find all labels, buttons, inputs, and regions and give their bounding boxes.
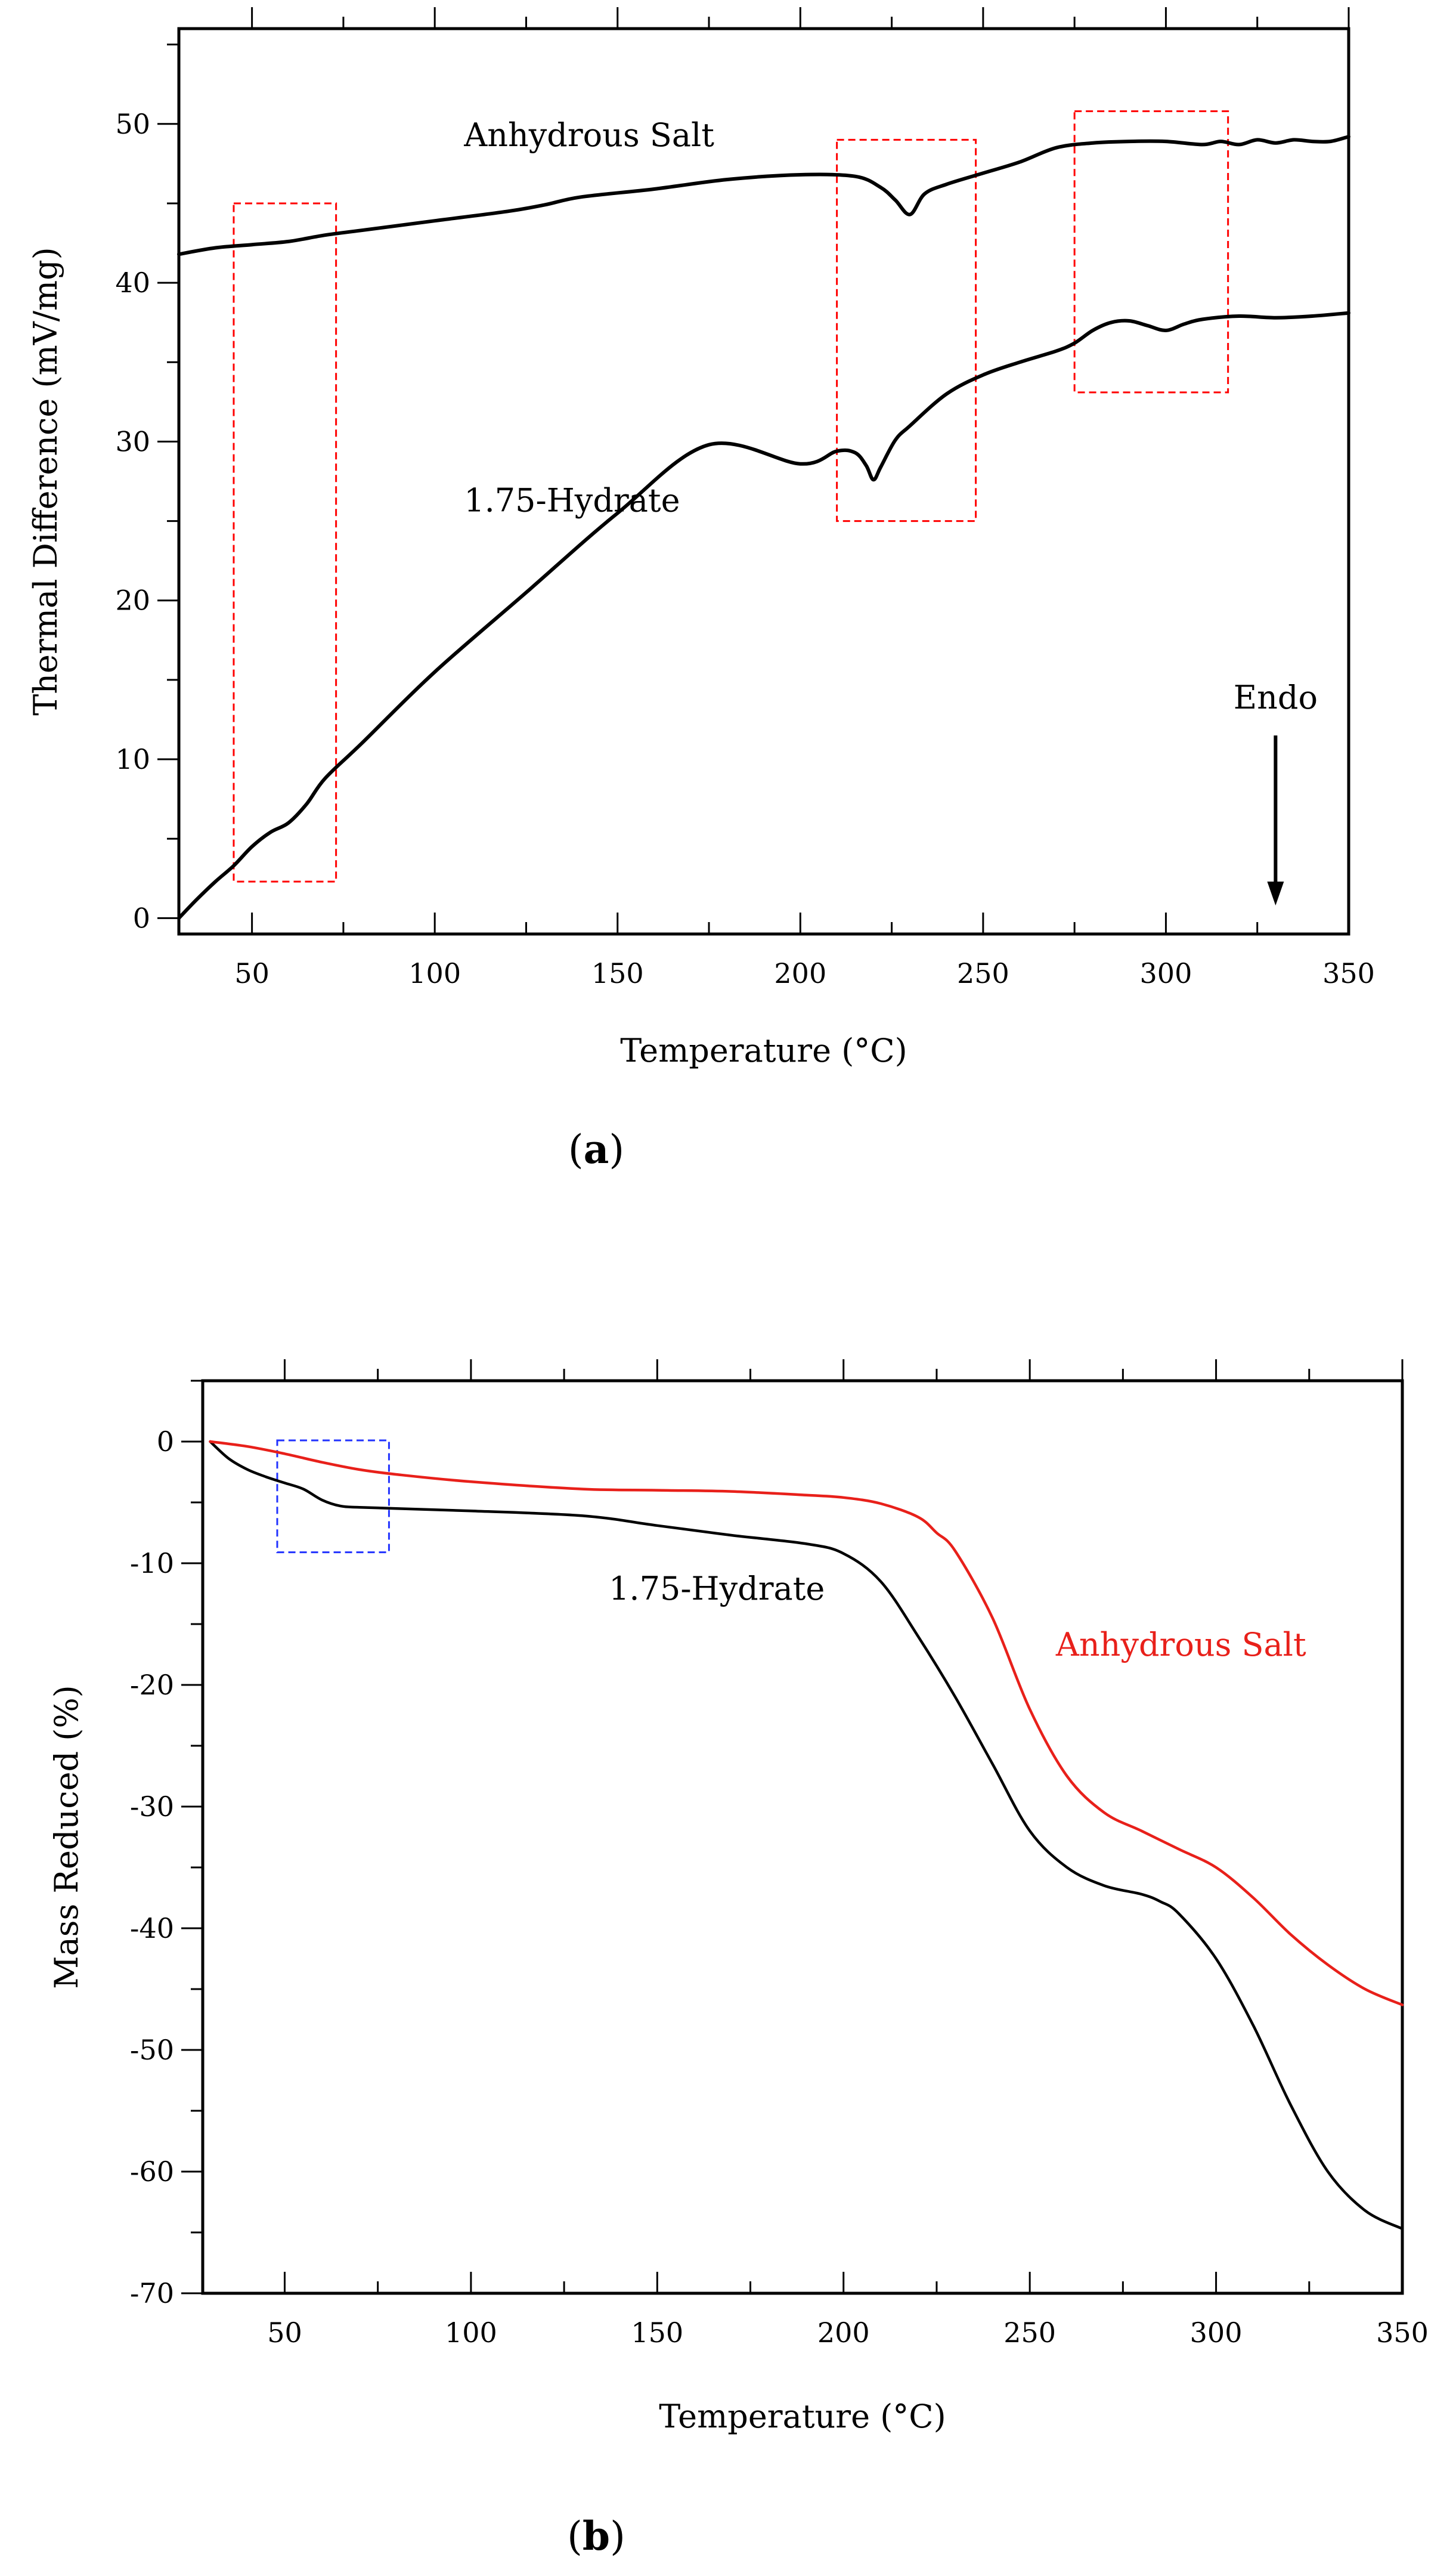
y-axis-label-b: Mass Reduced (%) <box>48 1685 85 1988</box>
y-tick-label: -40 <box>130 1912 174 1944</box>
highlight-box <box>836 138 977 522</box>
series-b <box>209 1440 1404 2231</box>
series-line-anhydrous-salt-a <box>177 135 1350 256</box>
endo-arrow-head-icon <box>1267 882 1284 906</box>
x-tick-label: 100 <box>408 957 461 989</box>
y-tick-label: 50 <box>115 108 150 140</box>
series-line-anhydrous-salt-b <box>209 1440 1404 2006</box>
y-tick-label: -10 <box>130 1547 174 1579</box>
y-tick-label: 0 <box>133 902 150 934</box>
x-axis-label-a: Temperature (°C) <box>620 1032 907 1069</box>
x-tick-label: 100 <box>445 2317 497 2349</box>
x-tick-label: 250 <box>1003 2317 1056 2349</box>
x-tick-label: 200 <box>774 957 826 989</box>
x-tick-label: 300 <box>1140 957 1192 989</box>
x-tick-label: 50 <box>234 957 269 989</box>
y-tick-label: 40 <box>115 267 150 299</box>
series-a <box>177 135 1350 920</box>
y-axis-label-a: Thermal Difference (mV/mg) <box>27 247 64 716</box>
plot-frame-a <box>177 27 1350 936</box>
annotation-1-75-hydrate-b: 1.75-Hydrate <box>609 1570 825 1607</box>
annotations-b: 1.75-Hydrate Anhydrous Salt <box>609 1570 1306 1663</box>
series-line-1-75-hydrate-a <box>177 311 1350 920</box>
x-tick-label: 150 <box>631 2317 683 2349</box>
panel-label-close-paren-a: ) <box>609 1127 624 1173</box>
y-tick-label: -30 <box>130 1790 174 1823</box>
panel-label-letter-b: b <box>583 2513 610 2559</box>
highlight-box <box>276 1439 390 1554</box>
panel-label-a: (a) <box>568 1126 624 1173</box>
y-tick-label: 30 <box>115 425 150 457</box>
x-tick-label: 50 <box>267 2317 302 2349</box>
panel-label-close-paren-b: ) <box>610 2513 625 2559</box>
chart-panel-b: 50 100 150 200 250 300 350 0 -10 -20 -30 -40 -50 -60 -… <box>48 1359 1429 2559</box>
x-tick-label: 200 <box>817 2317 870 2349</box>
highlight-box <box>233 202 337 883</box>
x-tick-label: 350 <box>1322 957 1375 989</box>
annotation-1-75-hydrate-a: 1.75-Hydrate <box>464 482 680 519</box>
y-tick-label: 10 <box>115 743 150 775</box>
panel-label-open-paren-b: ( <box>567 2513 583 2559</box>
chart-panel-a: 50 100 150 200 250 300 350 0 10 20 30 40 50 Anhydrou… <box>27 7 1375 1173</box>
highlight-boxes-b <box>276 1439 390 1554</box>
annotation-endo-a: Endo <box>1234 679 1318 716</box>
y-tick-label: -20 <box>130 1669 174 1701</box>
panel-label-letter-a: a <box>584 1126 609 1173</box>
x-axis-label-b: Temperature (°C) <box>659 2398 946 2435</box>
y-tick-label: -50 <box>130 2034 174 2066</box>
y-tick-label: 0 <box>157 1425 174 1458</box>
plot-frame-b <box>201 1379 1404 2295</box>
y-tick-label: -70 <box>130 2277 174 2309</box>
x-tick-label: 300 <box>1190 2317 1243 2349</box>
x-tick-label: 350 <box>1376 2317 1429 2349</box>
panel-label-b: (b) <box>567 2513 625 2559</box>
axis-ticks-b: 50 100 150 200 250 300 350 0 -10 -20 -30 -40 -50 -60 -… <box>130 1359 1429 2349</box>
x-tick-label: 150 <box>591 957 644 989</box>
annotation-anhydrous-salt-a: Anhydrous Salt <box>463 116 714 154</box>
x-tick-label: 250 <box>957 957 1009 989</box>
highlight-box <box>1073 110 1229 394</box>
annotation-anhydrous-salt-b: Anhydrous Salt <box>1055 1626 1306 1663</box>
y-tick-label: 20 <box>115 585 150 617</box>
highlight-boxes-a <box>233 110 1229 883</box>
series-line-1-75-hydrate-b <box>209 1440 1404 2231</box>
annotations-a: Anhydrous Salt 1.75-Hydrate Endo <box>463 116 1318 906</box>
y-tick-label: -60 <box>130 2155 174 2188</box>
panel-label-open-paren-a: ( <box>568 1127 584 1173</box>
axis-ticks-a: 50 100 150 200 250 300 350 0 10 20 30 40 50 <box>115 7 1375 989</box>
